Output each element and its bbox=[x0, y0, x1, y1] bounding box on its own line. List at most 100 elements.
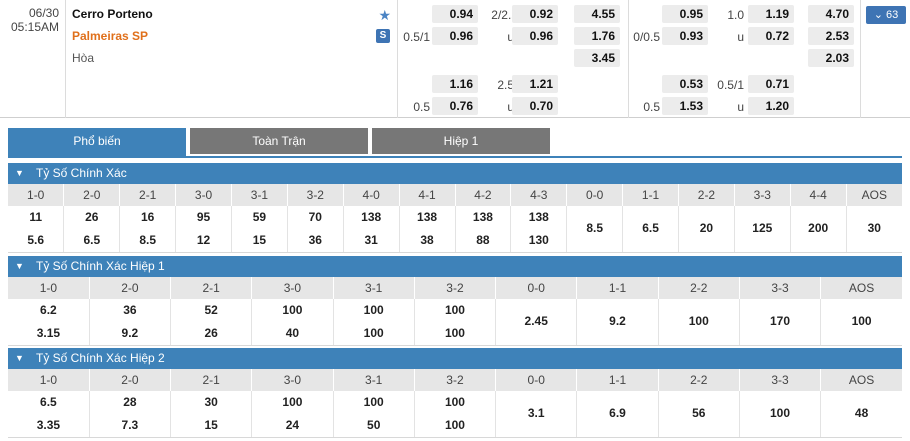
odds-value[interactable]: 30 bbox=[204, 395, 218, 410]
odds-cell[interactable]: 0.96 bbox=[432, 27, 478, 45]
score-odds-cell[interactable]: 70 36 bbox=[287, 206, 344, 253]
collapse-icon[interactable]: ▼ bbox=[15, 261, 24, 271]
score-odds-cell[interactable]: 100 100 bbox=[414, 299, 497, 346]
odds-value[interactable]: 2.45 bbox=[524, 314, 548, 329]
odds-value[interactable]: 100 bbox=[688, 314, 709, 329]
odds-value[interactable]: 20 bbox=[699, 221, 714, 236]
score-odds-cell[interactable]: 100 bbox=[820, 299, 902, 346]
score-odds-cell[interactable]: 36 9.2 bbox=[89, 299, 172, 346]
odds-value[interactable]: 31 bbox=[364, 233, 378, 248]
odds-value[interactable]: 6.5 bbox=[40, 395, 57, 410]
score-odds-cell[interactable]: 100 24 bbox=[251, 391, 334, 438]
score-odds-cell[interactable]: 6.2 3.15 bbox=[8, 299, 90, 346]
odds-value[interactable]: 52 bbox=[204, 303, 218, 318]
score-odds-cell[interactable]: 59 15 bbox=[231, 206, 288, 253]
odds-cell[interactable]: 0.70 bbox=[512, 97, 558, 115]
odds-value[interactable]: 6.2 bbox=[40, 303, 57, 318]
score-odds-cell[interactable]: 26 6.5 bbox=[63, 206, 121, 253]
section-header[interactable]: ▼ Tỷ Số Chính Xác bbox=[8, 163, 902, 184]
odds-cell[interactable]: 1.53 bbox=[662, 97, 708, 115]
odds-cell[interactable]: 2.53 bbox=[808, 27, 854, 45]
score-odds-cell[interactable]: 138 88 bbox=[455, 206, 512, 253]
tab-first-half[interactable]: Hiệp 1 bbox=[372, 128, 550, 154]
score-odds-cell[interactable]: 138 31 bbox=[343, 206, 400, 253]
odds-value[interactable]: 11 bbox=[29, 210, 43, 225]
odds-value[interactable]: 200 bbox=[808, 221, 829, 236]
odds-value[interactable]: 130 bbox=[528, 233, 549, 248]
score-odds-cell[interactable]: 3.1 bbox=[495, 391, 578, 438]
odds-value[interactable]: 100 bbox=[444, 326, 465, 341]
odds-cell[interactable]: 4.55 bbox=[574, 5, 620, 23]
odds-value[interactable]: 12 bbox=[196, 233, 211, 248]
odds-value[interactable]: 100 bbox=[444, 303, 465, 318]
odds-value[interactable]: 8.5 bbox=[139, 233, 157, 248]
collapse-icon[interactable]: ▼ bbox=[15, 353, 24, 363]
odds-value[interactable]: 6.5 bbox=[642, 221, 659, 236]
odds-cell[interactable]: 1.16 bbox=[432, 75, 478, 93]
odds-cell[interactable]: 0.96 bbox=[512, 27, 558, 45]
odds-value[interactable]: 100 bbox=[851, 314, 872, 329]
odds-value[interactable]: 15 bbox=[204, 418, 218, 433]
score-odds-cell[interactable]: 16 8.5 bbox=[119, 206, 177, 253]
odds-cell[interactable]: 4.70 bbox=[808, 5, 854, 23]
odds-value[interactable]: 3.15 bbox=[36, 326, 61, 341]
home-team[interactable]: Cerro Porteno bbox=[72, 7, 153, 21]
score-odds-cell[interactable]: 6.5 bbox=[622, 206, 679, 253]
odds-value[interactable]: 15 bbox=[252, 233, 267, 248]
score-odds-cell[interactable]: 56 bbox=[658, 391, 740, 438]
odds-value[interactable]: 88 bbox=[476, 233, 490, 248]
collapse-icon[interactable]: ▼ bbox=[15, 168, 24, 178]
odds-value[interactable]: 100 bbox=[363, 395, 384, 410]
score-odds-cell[interactable]: 95 12 bbox=[175, 206, 232, 253]
score-odds-cell[interactable]: 52 26 bbox=[170, 299, 253, 346]
odds-cell[interactable]: 0.53 bbox=[662, 75, 708, 93]
score-odds-cell[interactable]: 100 50 bbox=[333, 391, 415, 438]
tab-fulltime[interactable]: Toàn Trận bbox=[190, 128, 368, 154]
favorite-star-icon[interactable]: ★ bbox=[378, 7, 391, 23]
score-odds-cell[interactable]: 20 bbox=[678, 206, 735, 253]
odds-value[interactable]: 16 bbox=[141, 210, 155, 225]
odds-value[interactable]: 5.6 bbox=[27, 233, 45, 248]
odds-cell[interactable]: 0.71 bbox=[748, 75, 794, 93]
odds-value[interactable]: 7.3 bbox=[121, 418, 139, 433]
more-markets-button[interactable]: ⌄ 63 bbox=[866, 6, 906, 24]
score-odds-cell[interactable]: 30 15 bbox=[170, 391, 253, 438]
odds-cell[interactable]: 0.93 bbox=[662, 27, 708, 45]
score-odds-cell[interactable]: 200 bbox=[790, 206, 847, 253]
odds-value[interactable]: 48 bbox=[854, 406, 869, 421]
odds-cell[interactable]: 0.72 bbox=[748, 27, 794, 45]
score-odds-cell[interactable]: 138 38 bbox=[399, 206, 456, 253]
score-odds-cell[interactable]: 100 100 bbox=[414, 391, 497, 438]
odds-cell[interactable]: 1.20 bbox=[748, 97, 794, 115]
odds-value[interactable]: 70 bbox=[308, 210, 322, 225]
odds-value[interactable]: 30 bbox=[867, 221, 881, 236]
odds-cell[interactable]: 2.03 bbox=[808, 49, 854, 67]
odds-value[interactable]: 6.5 bbox=[83, 233, 101, 248]
score-odds-cell[interactable]: 2.45 bbox=[495, 299, 578, 346]
odds-value[interactable]: 36 bbox=[123, 303, 137, 318]
odds-value[interactable]: 100 bbox=[363, 303, 384, 318]
odds-value[interactable]: 59 bbox=[252, 210, 267, 225]
odds-value[interactable]: 138 bbox=[361, 210, 382, 225]
score-odds-cell[interactable]: 9.2 bbox=[576, 299, 659, 346]
odds-cell[interactable]: 3.45 bbox=[574, 49, 620, 67]
odds-value[interactable]: 50 bbox=[367, 418, 381, 433]
odds-value[interactable]: 28 bbox=[123, 395, 137, 410]
odds-value[interactable]: 36 bbox=[308, 233, 322, 248]
odds-value[interactable]: 100 bbox=[444, 418, 465, 433]
score-odds-cell[interactable]: 11 5.6 bbox=[8, 206, 65, 253]
odds-value[interactable]: 9.2 bbox=[609, 314, 626, 329]
odds-value[interactable]: 95 bbox=[196, 210, 211, 225]
odds-value[interactable]: 100 bbox=[282, 395, 303, 410]
odds-value[interactable]: 38 bbox=[420, 233, 434, 248]
score-odds-cell[interactable]: 125 bbox=[734, 206, 791, 253]
score-odds-cell[interactable]: 170 bbox=[739, 299, 822, 346]
odds-value[interactable]: 100 bbox=[770, 406, 791, 421]
score-odds-cell[interactable]: 100 bbox=[658, 299, 740, 346]
score-odds-cell[interactable]: 30 bbox=[846, 206, 902, 253]
odds-value[interactable]: 40 bbox=[285, 326, 300, 341]
score-odds-cell[interactable]: 28 7.3 bbox=[89, 391, 172, 438]
score-odds-cell[interactable]: 100 40 bbox=[251, 299, 334, 346]
away-team[interactable]: Palmeiras SP bbox=[72, 29, 149, 43]
odds-value[interactable]: 138 bbox=[472, 210, 493, 225]
